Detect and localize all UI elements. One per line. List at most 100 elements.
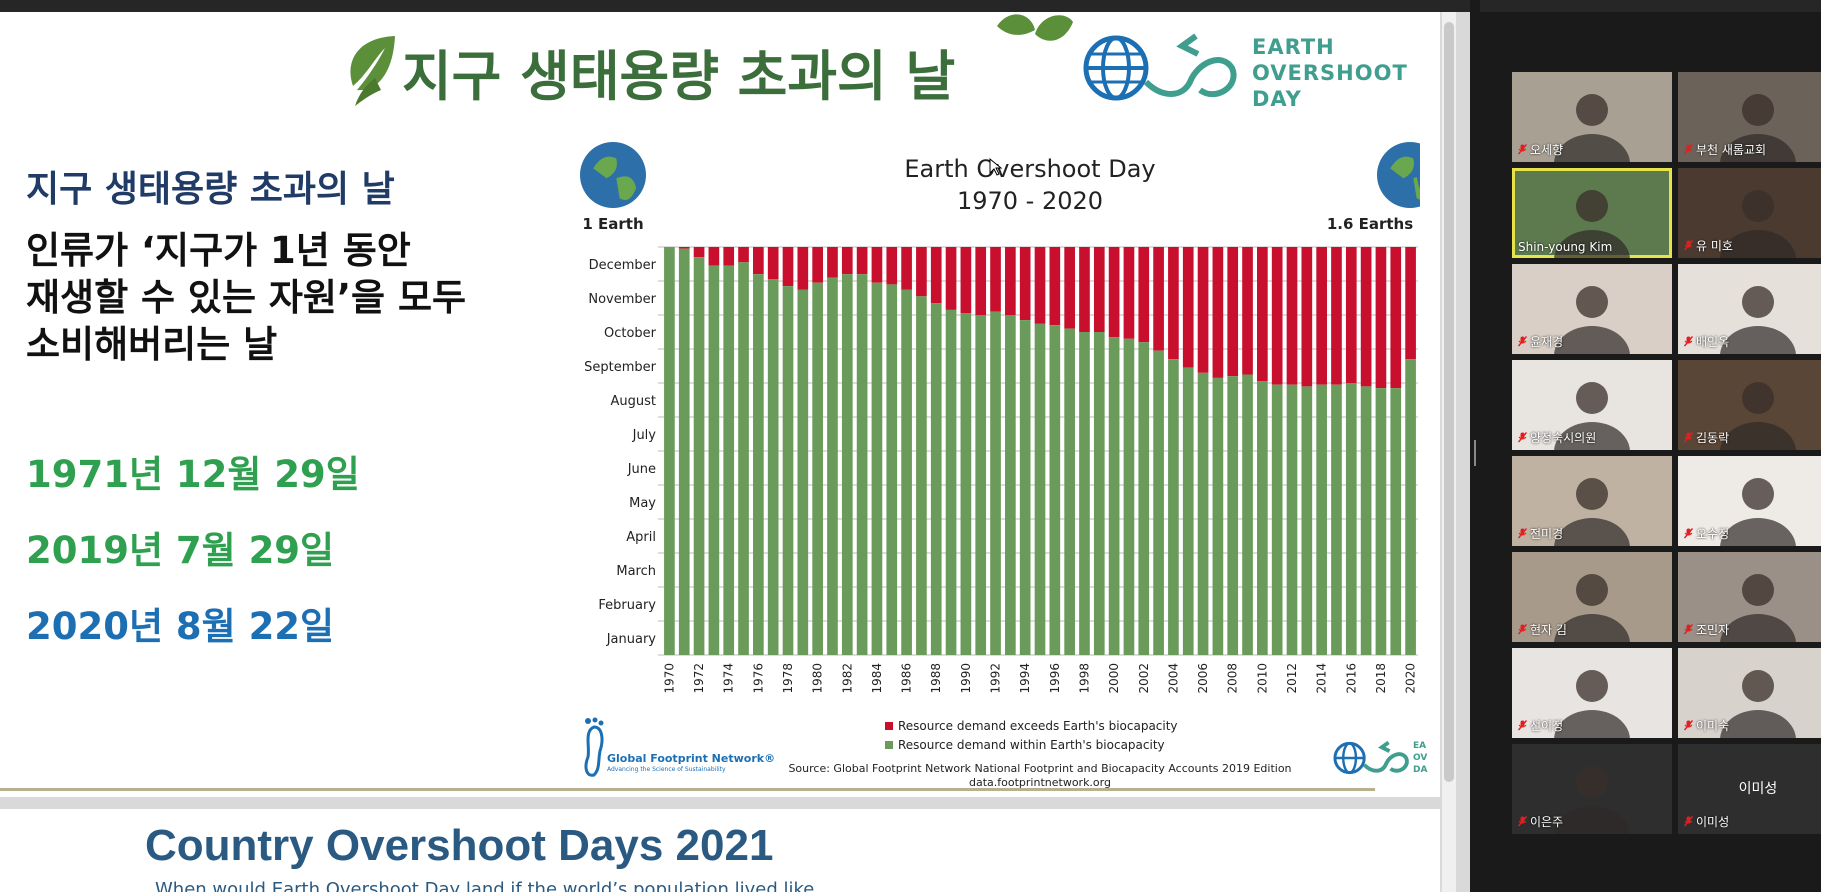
participant-tile[interactable]: 이미성 이미성	[1678, 744, 1821, 834]
bar-exceeds	[1138, 247, 1150, 343]
participant-tile[interactable]: 선이정	[1512, 648, 1672, 738]
participant-tile[interactable]: 오수정	[1678, 456, 1821, 546]
bar-within	[1049, 325, 1061, 655]
bar-exceeds	[1182, 247, 1194, 368]
bar-exceeds	[797, 247, 809, 290]
globe-icon-land	[616, 176, 637, 200]
bar-exceeds	[1153, 247, 1164, 351]
y-tick-label: January	[606, 632, 657, 647]
right-earth-label: 1.6 Earths	[1327, 215, 1413, 233]
participant-video	[1554, 286, 1630, 354]
bar-exceeds	[693, 247, 705, 258]
participant-tile[interactable]: 이은주	[1512, 744, 1672, 834]
mic-muted-icon	[1518, 720, 1527, 731]
x-tick-label: 2000	[1107, 663, 1121, 694]
participant-name-label: Shin-young Kim	[1518, 240, 1613, 254]
participant-name-label: 이미숙	[1696, 719, 1730, 733]
y-tick-label: March	[616, 564, 656, 579]
participant-tile[interactable]: 김동락	[1678, 360, 1821, 450]
participant-name-label: 선이정	[1530, 719, 1564, 733]
participant-name: 김동락	[1684, 429, 1729, 446]
participant-video	[1554, 574, 1630, 642]
bar-exceeds	[901, 247, 912, 290]
gfn-tagline: Advancing the Science of Sustainability	[607, 766, 726, 773]
bar-within	[990, 311, 1001, 655]
bar-within	[767, 279, 779, 655]
bar-within	[1034, 323, 1046, 655]
bar-within	[1242, 374, 1253, 655]
participant-name: 현자 김	[1518, 621, 1567, 638]
globe-icon-land	[1390, 156, 1414, 179]
bar-exceeds	[990, 247, 1001, 312]
leaf-icon	[350, 36, 395, 106]
y-tick-label: November	[588, 292, 656, 307]
participant-name-label: 양정숙시의원	[1530, 431, 1597, 445]
bar-within	[753, 274, 764, 655]
bar-exceeds	[856, 247, 868, 275]
participant-tile[interactable]: 배인옥	[1678, 264, 1821, 354]
screen-share-view: 지구 생태용량 초과의 날 EARTH OVERSHOOT DAY 지구 생태용…	[0, 12, 1470, 892]
bar-within	[1360, 386, 1372, 655]
bar-exceeds	[886, 247, 898, 285]
bar-within	[738, 262, 749, 655]
bar-exceeds	[1271, 247, 1283, 385]
x-tick-label: 1996	[1048, 663, 1062, 694]
legend-within: Resource demand within Earth's biocapaci…	[898, 738, 1165, 752]
participant-name: 윤재경	[1518, 333, 1563, 350]
y-tick-label: February	[598, 598, 656, 613]
logo-wordmark: EARTH OVERSHOOT DAY	[1252, 35, 1408, 111]
participant-tile[interactable]: 이미숙	[1678, 648, 1821, 738]
bar-exceeds	[678, 247, 690, 249]
participant-name-label: 조민자	[1696, 623, 1730, 637]
participant-tile[interactable]: 오세향	[1512, 72, 1672, 162]
x-tick-label: 2014	[1315, 663, 1329, 694]
globe-icon	[580, 142, 646, 208]
mic-muted-icon	[1684, 336, 1693, 347]
bar-within	[1153, 350, 1164, 655]
y-tick-label: August	[611, 394, 657, 409]
y-tick-label: June	[627, 462, 656, 477]
participant-tile[interactable]: 유 미호	[1678, 168, 1821, 258]
bar-exceeds	[841, 247, 853, 275]
participant-tile[interactable]: 전미경	[1512, 456, 1672, 546]
x-tick-label: 2016	[1344, 663, 1358, 694]
chart-title: Earth Overshoot Day	[904, 155, 1155, 183]
participant-placeholder-name: 이미성	[1738, 781, 1778, 797]
participant-video	[1720, 382, 1796, 450]
x-tick-label: 1970	[662, 663, 676, 694]
bar-exceeds	[1064, 247, 1075, 329]
participant-tile[interactable]: 현자 김	[1512, 552, 1672, 642]
definition-text: 인류가 ‘지구가 1년 동안 재생할 수 있는 자원’을 모두 소비해버리는 날	[26, 229, 467, 366]
participant-video	[1554, 94, 1630, 162]
bar-exceeds	[1019, 247, 1031, 321]
bar-within	[916, 296, 927, 655]
participant-tile[interactable]: 조민자	[1678, 552, 1821, 642]
scrollbar-thumb[interactable]	[1444, 22, 1454, 782]
bar-exceeds	[1375, 247, 1387, 389]
bar-within	[1123, 338, 1135, 655]
bar-within	[1390, 388, 1402, 655]
participant-tile[interactable]: Shin-young Kim	[1512, 168, 1672, 258]
slide-scrollbar[interactable]	[1442, 12, 1456, 892]
mic-muted-icon	[1518, 144, 1527, 155]
left-earth-label: 1 Earth	[582, 215, 643, 233]
participant-name: 전미경	[1518, 525, 1563, 542]
mic-muted-icon	[1518, 624, 1527, 635]
participant-tile[interactable]: 양정숙시의원	[1512, 360, 1672, 450]
x-tick-label: 1980	[811, 663, 825, 694]
participant-name: Shin-young Kim	[1518, 240, 1612, 254]
bar-within	[1212, 377, 1224, 655]
participant-video	[1554, 190, 1630, 258]
bar-within	[1064, 328, 1075, 655]
x-tick-label: 1982	[840, 663, 854, 694]
mic-muted-icon	[1684, 528, 1693, 539]
participant-tile[interactable]: 부천 새롬교회	[1678, 72, 1821, 162]
x-tick-label: 2010	[1255, 663, 1269, 694]
bar-within	[1257, 381, 1268, 655]
splitter-grip[interactable]	[1474, 440, 1476, 466]
bar-exceeds	[1390, 247, 1402, 389]
bar-within	[886, 284, 898, 655]
participant-tile[interactable]: 윤재경	[1512, 264, 1672, 354]
legend-exceeds: Resource demand exceeds Earth's biocapac…	[898, 719, 1178, 733]
participant-name: 이은주	[1518, 813, 1563, 830]
